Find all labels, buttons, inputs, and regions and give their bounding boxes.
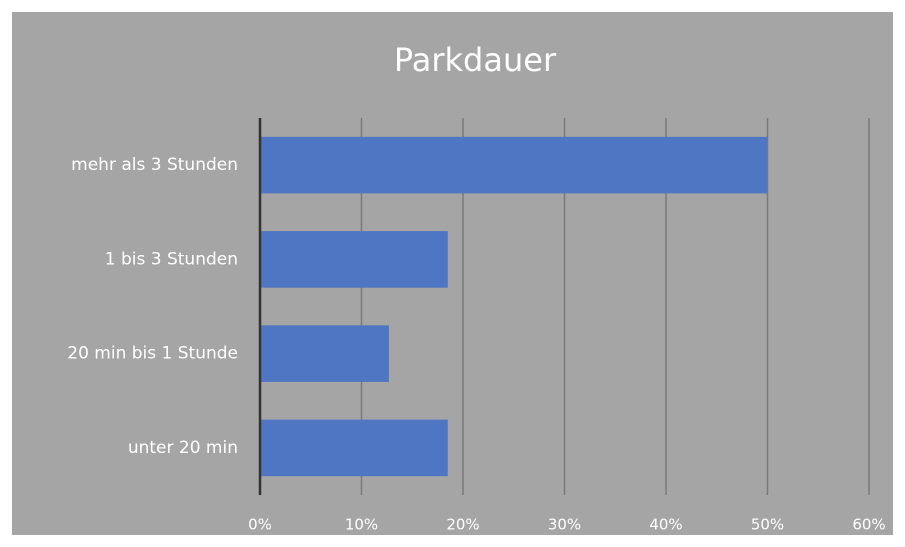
bar	[260, 231, 448, 288]
x-tick-label: 20%	[446, 516, 479, 534]
chart-title: Parkdauer	[394, 41, 557, 79]
x-tick-label: 50%	[751, 516, 784, 534]
x-tick-label: 40%	[649, 516, 682, 534]
x-tick-label: 10%	[345, 516, 378, 534]
y-tick-label: unter 20 min	[128, 438, 238, 458]
x-tick-label: 30%	[548, 516, 581, 534]
chart-background	[12, 12, 893, 535]
bar	[260, 136, 768, 194]
x-tick-label: 60%	[852, 516, 885, 534]
y-tick-label: 1 bis 3 Stunden	[105, 249, 238, 269]
y-tick-label: mehr als 3 Stunden	[71, 155, 238, 175]
y-tick-label: 20 min bis 1 Stunde	[67, 344, 238, 364]
bar	[260, 325, 389, 382]
x-tick-label: 0%	[248, 516, 272, 534]
bar	[260, 419, 448, 477]
